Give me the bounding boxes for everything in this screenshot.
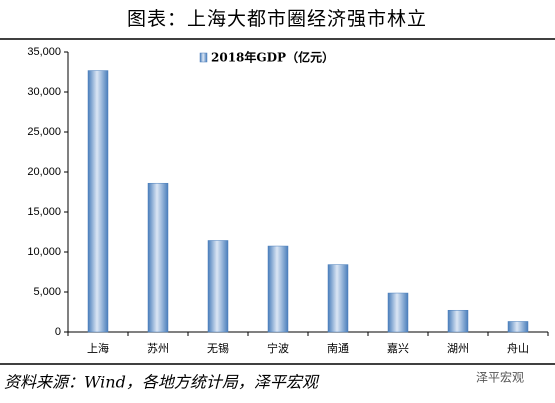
chart-title: 图表：上海大都市圈经济强市林立 (127, 8, 427, 30)
bar (447, 309, 469, 333)
y-tick-label: 15,000 (27, 206, 61, 218)
x-tick-label: 南通 (327, 342, 349, 355)
y-tick-label: 10,000 (27, 246, 61, 258)
y-tick-label: 30,000 (27, 86, 61, 98)
bar (507, 321, 529, 333)
y-tick-label: 0 (55, 326, 61, 338)
bar (87, 70, 109, 333)
x-tick-label: 苏州 (147, 342, 169, 355)
y-tick-label: 20,000 (27, 166, 61, 178)
y-tick-label: 35,000 (27, 46, 61, 58)
bar (387, 292, 409, 333)
x-tick-label: 上海 (87, 341, 109, 355)
watermark: 泽平宏观 (476, 370, 524, 385)
y-tick-label: 25,000 (27, 126, 61, 138)
bar (147, 182, 169, 333)
source-note: 资料来源：Wind，各地方统计局，泽平宏观 (4, 373, 320, 392)
x-tick-label: 湖州 (447, 342, 469, 355)
x-tick-label: 舟山 (507, 341, 529, 355)
bar (207, 240, 229, 333)
bar (327, 264, 349, 333)
x-tick-label: 宁波 (267, 341, 289, 355)
y-tick-label: 5,000 (33, 286, 61, 298)
x-tick-label: 无锡 (207, 341, 229, 355)
bar (267, 245, 289, 333)
legend-label: 2018年GDP（亿元） (211, 50, 334, 65)
x-tick-label: 嘉兴 (387, 341, 409, 355)
legend-swatch (199, 52, 208, 63)
